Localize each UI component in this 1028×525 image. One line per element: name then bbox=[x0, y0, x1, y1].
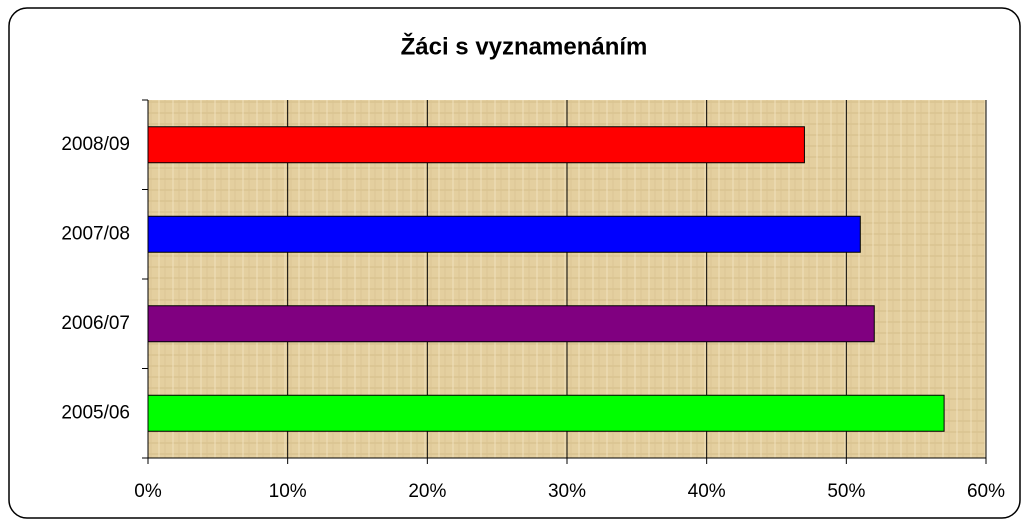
bar bbox=[147, 215, 861, 253]
bar bbox=[147, 394, 945, 432]
y-tick-label: 2008/09 bbox=[61, 134, 130, 155]
y-tick-label: 2007/08 bbox=[61, 223, 130, 244]
x-tick-label: 10% bbox=[269, 481, 307, 502]
chart-title: Žáci s vyznamenáním bbox=[401, 32, 648, 60]
bar bbox=[147, 126, 805, 164]
x-tick-label: 60% bbox=[967, 481, 1005, 502]
x-tick-label: 40% bbox=[688, 481, 726, 502]
y-tick-label: 2005/06 bbox=[61, 402, 130, 423]
x-tick-label: 0% bbox=[134, 481, 162, 502]
x-tick-label: 50% bbox=[827, 481, 865, 502]
x-tick-label: 30% bbox=[548, 481, 586, 502]
y-tick-label: 2006/07 bbox=[61, 313, 130, 334]
x-tick-label: 20% bbox=[408, 481, 446, 502]
bar bbox=[147, 305, 875, 343]
